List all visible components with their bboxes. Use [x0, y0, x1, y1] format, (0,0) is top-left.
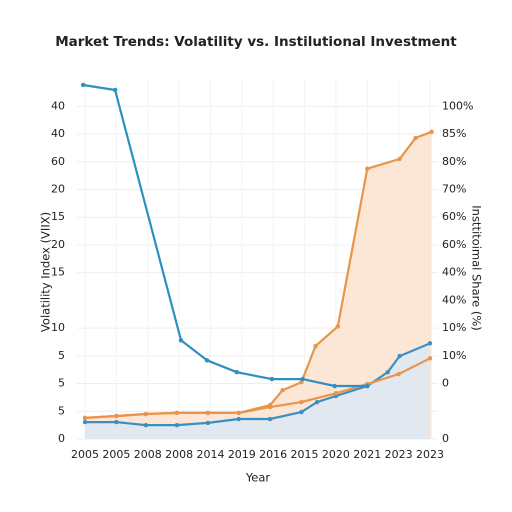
point: [335, 324, 340, 329]
line: [84, 357, 431, 419]
x-tick-label: 2008: [134, 448, 162, 461]
x-tick-label: 2014: [196, 448, 224, 461]
y-tick-label: 15: [51, 266, 65, 279]
point: [313, 343, 318, 349]
x-tick-label: 2008: [165, 448, 193, 461]
x-tick-label: 2023: [385, 448, 413, 461]
x-tick-label: 2015: [291, 448, 319, 461]
point: [299, 399, 304, 405]
point: [269, 376, 275, 382]
y2-tick-label: 40%: [442, 293, 466, 306]
point: [300, 376, 305, 382]
y-tick-label: 40: [51, 127, 65, 140]
point: [234, 369, 239, 375]
point: [80, 82, 86, 88]
y2-tick-label: 100%: [442, 99, 473, 112]
point: [178, 338, 184, 343]
point: [82, 419, 88, 425]
point: [427, 341, 433, 346]
y-tick-label: 20: [51, 238, 65, 251]
y-tick-label: 40: [51, 99, 65, 112]
y2-tick-label: 0: [442, 377, 449, 390]
x-tick-label: 2019: [228, 448, 256, 461]
y-tick-label: 5: [58, 349, 65, 362]
point: [365, 383, 370, 389]
x-tick-label: 2005: [102, 448, 130, 461]
point: [280, 388, 285, 393]
x-tick-label: 2020: [322, 448, 350, 461]
y2-tick-label: 10%: [442, 349, 466, 362]
area: [85, 131, 432, 440]
point: [143, 422, 149, 428]
y2-tick-label: 60%: [442, 210, 466, 223]
y-tick-label: 60: [51, 155, 65, 168]
y2-tick-label: 40%: [442, 266, 466, 279]
point: [112, 87, 118, 93]
point: [332, 383, 337, 389]
chart-title: Market Trends: Volatility vs. Instilutio…: [55, 34, 457, 50]
y2-tick-label: 85%: [442, 127, 466, 140]
point: [236, 416, 241, 422]
point: [174, 410, 180, 416]
y-tick-label: 15: [51, 210, 65, 223]
point: [397, 156, 402, 162]
point: [82, 415, 88, 421]
point: [205, 420, 211, 426]
point: [397, 353, 402, 359]
y-axis-title: Volatility Index (VIIX): [39, 212, 53, 332]
point: [413, 135, 418, 141]
y2-tick-label: 70%: [442, 182, 466, 195]
x-tick-label: 2021: [353, 448, 381, 461]
y2-tick-label: 0: [442, 432, 449, 445]
y-tick-label: 5: [58, 377, 65, 390]
point: [114, 413, 119, 419]
y-tick-label: 5: [58, 404, 65, 417]
y-tick-label: 20: [51, 182, 65, 195]
point: [205, 410, 211, 416]
point: [314, 399, 320, 405]
point: [267, 416, 273, 422]
point: [236, 410, 241, 416]
point: [333, 391, 339, 396]
x-tick-label: 2005: [71, 448, 99, 461]
point: [365, 166, 370, 171]
point: [114, 419, 119, 425]
line: [85, 342, 431, 427]
point: [299, 409, 304, 415]
plot: [80, 82, 434, 440]
y2-tick-label: 80%: [442, 155, 466, 168]
point: [174, 422, 180, 428]
point: [385, 369, 390, 375]
point: [429, 129, 434, 135]
point: [143, 411, 149, 417]
point: [267, 404, 273, 410]
y-tick-label: 0: [58, 432, 65, 445]
y-tick-label: 10: [51, 321, 65, 334]
x-tick-label: 2023: [416, 448, 444, 461]
y2-tick-label: 10%: [442, 321, 466, 334]
area: [85, 343, 430, 439]
x-tick-label: 2016: [259, 448, 287, 461]
x-axis-title: Year: [245, 471, 271, 485]
point: [204, 358, 210, 363]
point: [427, 356, 433, 361]
y2-tick-label: 60%: [442, 238, 466, 251]
y2-axis-title: Insttitoimal Share (%): [470, 205, 484, 330]
point: [396, 371, 401, 377]
